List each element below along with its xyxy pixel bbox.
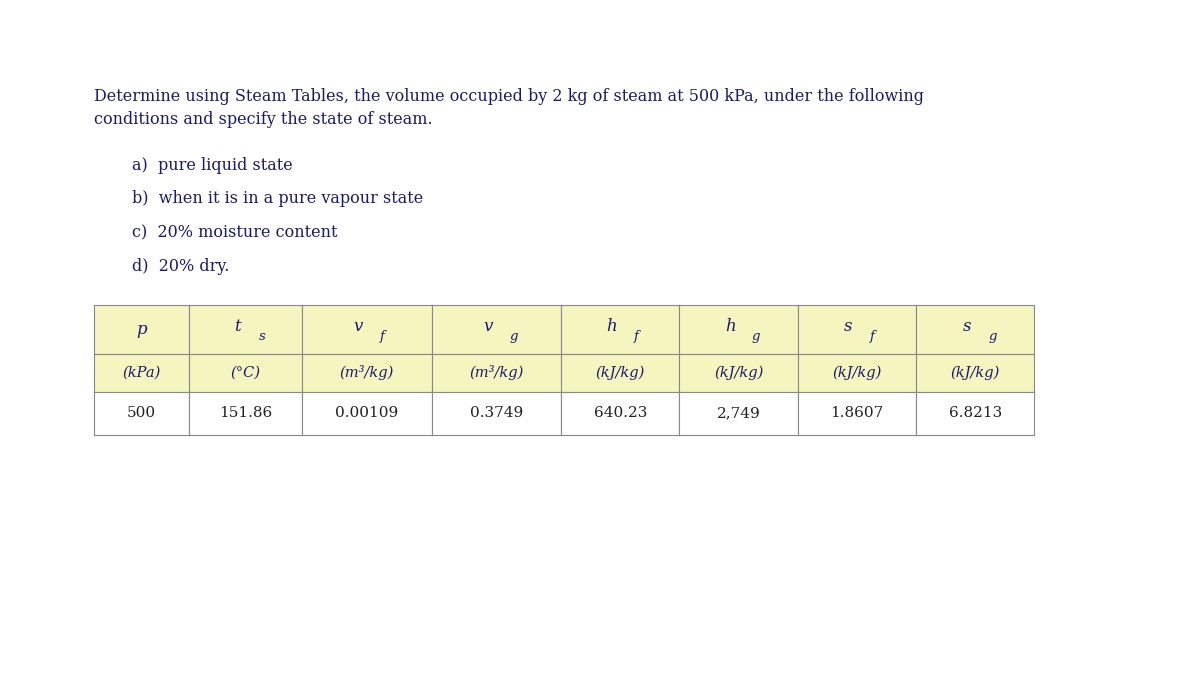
Text: t: t (234, 318, 241, 335)
Text: (kJ/kg): (kJ/kg) (950, 365, 1000, 380)
Text: v: v (484, 318, 493, 335)
Text: s: s (845, 318, 853, 335)
Text: f: f (380, 329, 385, 343)
Text: s: s (259, 329, 265, 343)
Text: d)  20% dry.: d) 20% dry. (132, 258, 229, 275)
Text: (kJ/kg): (kJ/kg) (595, 365, 646, 380)
Text: (kJ/kg): (kJ/kg) (833, 365, 882, 380)
Text: h: h (606, 318, 617, 335)
Text: h: h (725, 318, 736, 335)
Text: 0.00109: 0.00109 (335, 406, 398, 420)
Text: (°C): (°C) (230, 366, 260, 379)
Text: (m³/kg): (m³/kg) (469, 365, 523, 380)
Text: p: p (136, 321, 146, 338)
Text: 2,749: 2,749 (716, 406, 761, 420)
Text: a)  pure liquid state: a) pure liquid state (132, 157, 293, 173)
Text: 500: 500 (127, 406, 156, 420)
Text: 1.8607: 1.8607 (830, 406, 883, 420)
Text: Determine using Steam Tables, the volume occupied by 2 kg of steam at 500 kPa, u: Determine using Steam Tables, the volume… (94, 88, 924, 105)
Text: s: s (962, 318, 971, 335)
Text: (kJ/kg): (kJ/kg) (714, 365, 763, 380)
Text: g: g (752, 329, 761, 343)
Text: g: g (510, 329, 518, 343)
Text: c)  20% moisture content: c) 20% moisture content (132, 224, 337, 241)
Text: g: g (989, 329, 997, 343)
Text: b)  when it is in a pure vapour state: b) when it is in a pure vapour state (132, 190, 424, 207)
Text: v: v (354, 318, 364, 335)
Text: f: f (634, 329, 638, 343)
Text: (m³/kg): (m³/kg) (340, 365, 394, 380)
Text: conditions and specify the state of steam.: conditions and specify the state of stea… (94, 111, 432, 128)
Text: 640.23: 640.23 (594, 406, 647, 420)
Text: 6.8213: 6.8213 (949, 406, 1002, 420)
Text: (kPa): (kPa) (122, 366, 161, 379)
Text: f: f (870, 329, 875, 343)
Text: 151.86: 151.86 (220, 406, 272, 420)
Text: 0.3749: 0.3749 (469, 406, 523, 420)
